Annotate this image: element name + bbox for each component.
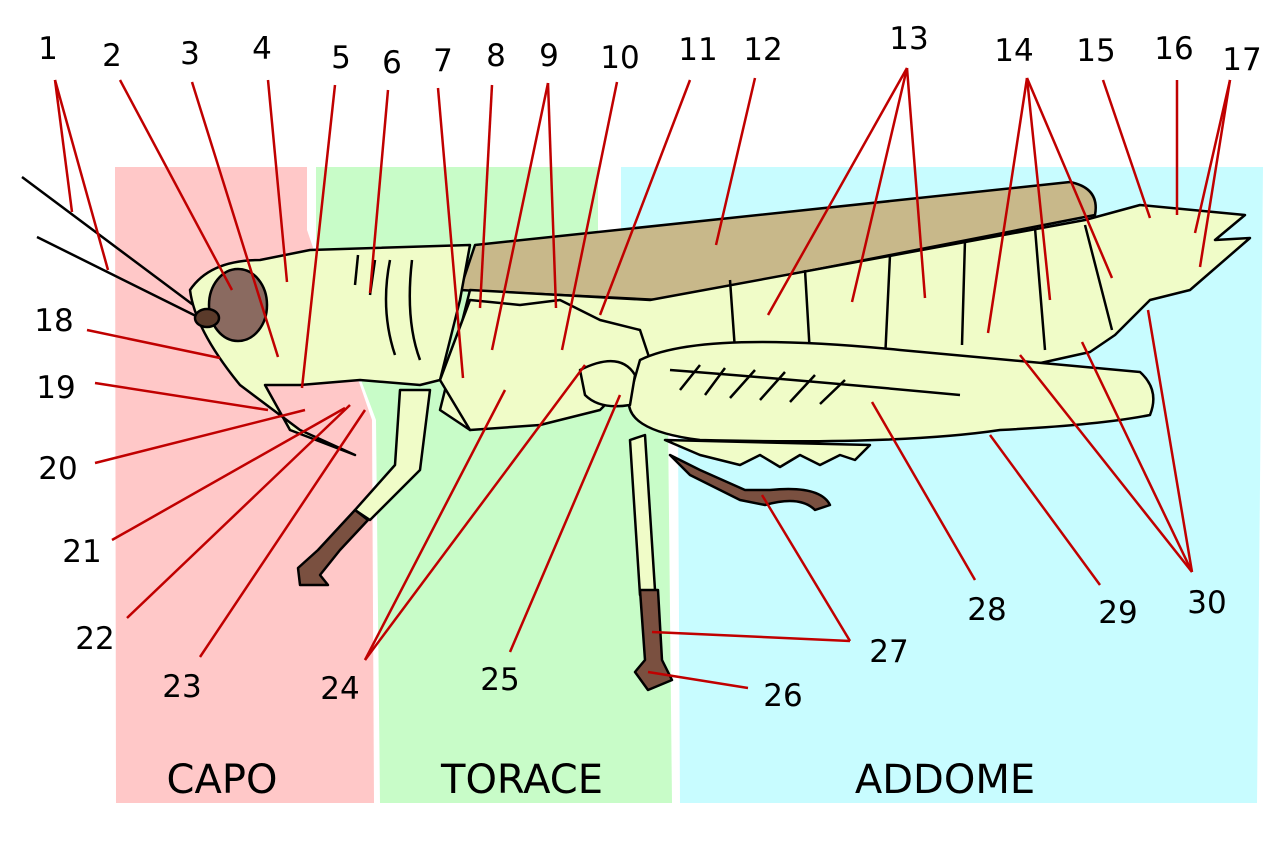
part-number: 27: [869, 634, 908, 670]
part-number: 9: [539, 38, 559, 74]
part-number: 18: [34, 303, 73, 339]
region-label: TORACE: [440, 757, 603, 803]
part-number: 7: [433, 43, 453, 79]
coxa: [578, 359, 637, 408]
antennae: [21, 175, 201, 320]
part-number: 2: [102, 38, 122, 74]
part-number: 10: [600, 40, 639, 76]
part-number: 4: [252, 31, 272, 67]
antenna-base: [193, 307, 221, 329]
region-label: CAPO: [167, 757, 278, 803]
hind-tibia: [663, 438, 872, 469]
leader-lines: [53, 67, 1232, 690]
part-number: 22: [75, 621, 114, 657]
front-tarsus: [296, 508, 370, 587]
part-number: 24: [320, 671, 359, 707]
part-number: 13: [889, 21, 928, 57]
part-number: 28: [967, 592, 1006, 628]
part-number: 1: [38, 31, 58, 67]
part-number: 14: [994, 33, 1033, 69]
part-number: 5: [331, 40, 351, 76]
mid-tarsus: [633, 588, 674, 692]
part-number: 19: [36, 370, 75, 406]
part-number: 29: [1098, 595, 1137, 631]
part-number: 6: [382, 45, 402, 81]
femur-pattern: [669, 364, 961, 405]
region-label: ADDOME: [855, 757, 1035, 803]
part-number: 12: [743, 32, 782, 68]
part-number: 21: [62, 534, 101, 570]
part-number: 23: [162, 669, 201, 705]
part-number: 11: [678, 32, 717, 68]
part-number: 15: [1076, 33, 1115, 69]
part-number: 26: [763, 678, 802, 714]
part-number: 16: [1154, 31, 1193, 67]
segments: [728, 224, 1114, 361]
part-number: 20: [38, 451, 77, 487]
eye: [207, 267, 269, 343]
part-number: 17: [1222, 42, 1261, 78]
part-number: 25: [480, 662, 519, 698]
part-number: 3: [180, 36, 200, 72]
part-number: 8: [486, 38, 506, 74]
hind-tarsus: [668, 453, 832, 512]
part-number: 30: [1187, 585, 1226, 621]
front-leg: [353, 388, 432, 522]
region-labels: CAPO TORACE ADDOME: [167, 757, 1036, 803]
